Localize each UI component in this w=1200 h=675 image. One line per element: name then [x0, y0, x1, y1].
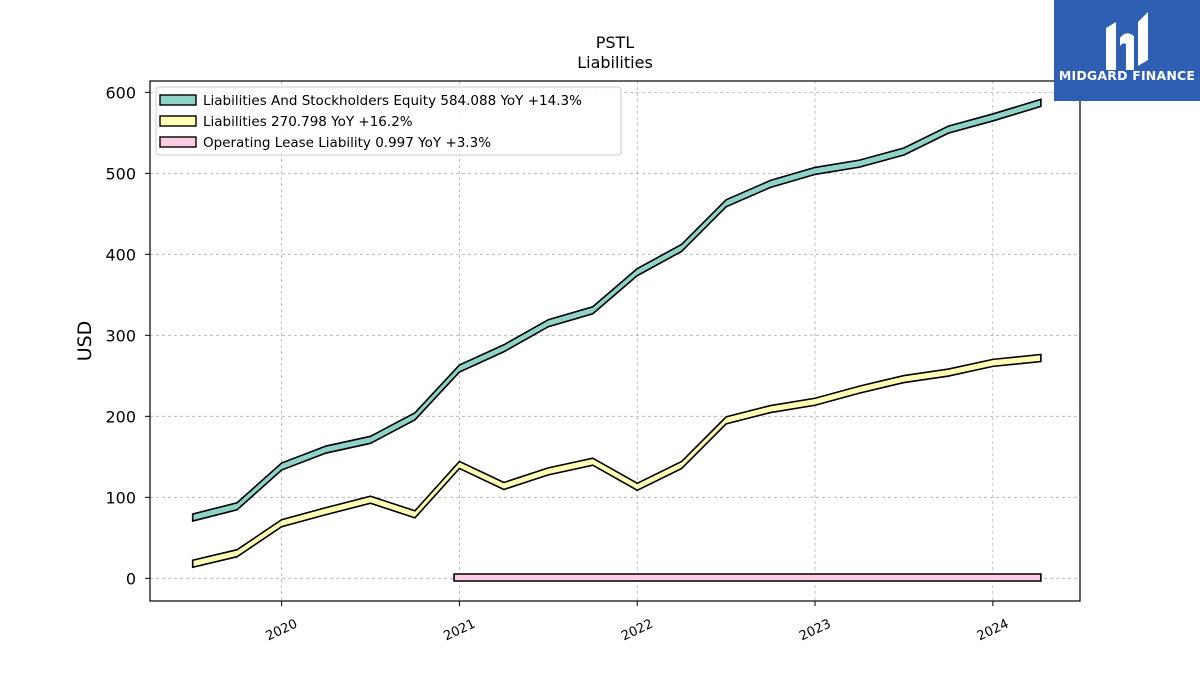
series-line-1 [191, 98, 1042, 523]
title-group: PSTL Liabilities [577, 33, 653, 72]
midgard-logo-icon [1106, 12, 1148, 70]
legend-label: Liabilities 270.798 YoY +16.2% [203, 114, 413, 130]
legend-swatch [159, 94, 197, 106]
series-line-2 [191, 353, 1042, 569]
legend-swatch [159, 136, 197, 148]
legend-label: Liabilities And Stockholders Equity 584.… [203, 93, 582, 109]
x-tick-label: 2020 [264, 617, 300, 645]
chart-subtitle: Liabilities [577, 53, 653, 72]
legend: Liabilities And Stockholders Equity 584.… [155, 86, 622, 156]
x-tick-label: 2022 [619, 617, 655, 645]
y-tick-label: 0 [126, 569, 136, 588]
x-tick-label: 2024 [975, 617, 1011, 645]
logo-text: MIDGARD FINANCE [1058, 68, 1196, 83]
series-layer [191, 98, 1042, 582]
y-tick-label: 500 [105, 164, 136, 183]
legend-label: Operating Lease Liability 0.997 YoY +3.3… [203, 135, 491, 151]
x-axis-ticks: 2020 2021 2022 2023 2024 [264, 601, 1011, 645]
y-tick-label: 100 [105, 488, 136, 507]
y-tick-label: 600 [105, 83, 136, 102]
midgard-finance-logo: MIDGARD FINANCE [1054, 0, 1200, 101]
y-tick-label: 200 [105, 407, 136, 426]
plot-frame [149, 80, 1081, 602]
x-tick-label: 2023 [797, 617, 833, 645]
y-tick-label: 400 [105, 245, 136, 264]
legend-box [155, 86, 622, 156]
legend-swatch [159, 115, 197, 127]
y-axis-label: USD [74, 321, 96, 362]
chart-title: PSTL [596, 33, 635, 52]
y-tick-label: 300 [105, 326, 136, 345]
y-axis-ticks: 0 100 200 300 400 500 600 [105, 83, 150, 588]
series-line-3 [453, 573, 1042, 582]
x-tick-label: 2021 [441, 617, 477, 645]
